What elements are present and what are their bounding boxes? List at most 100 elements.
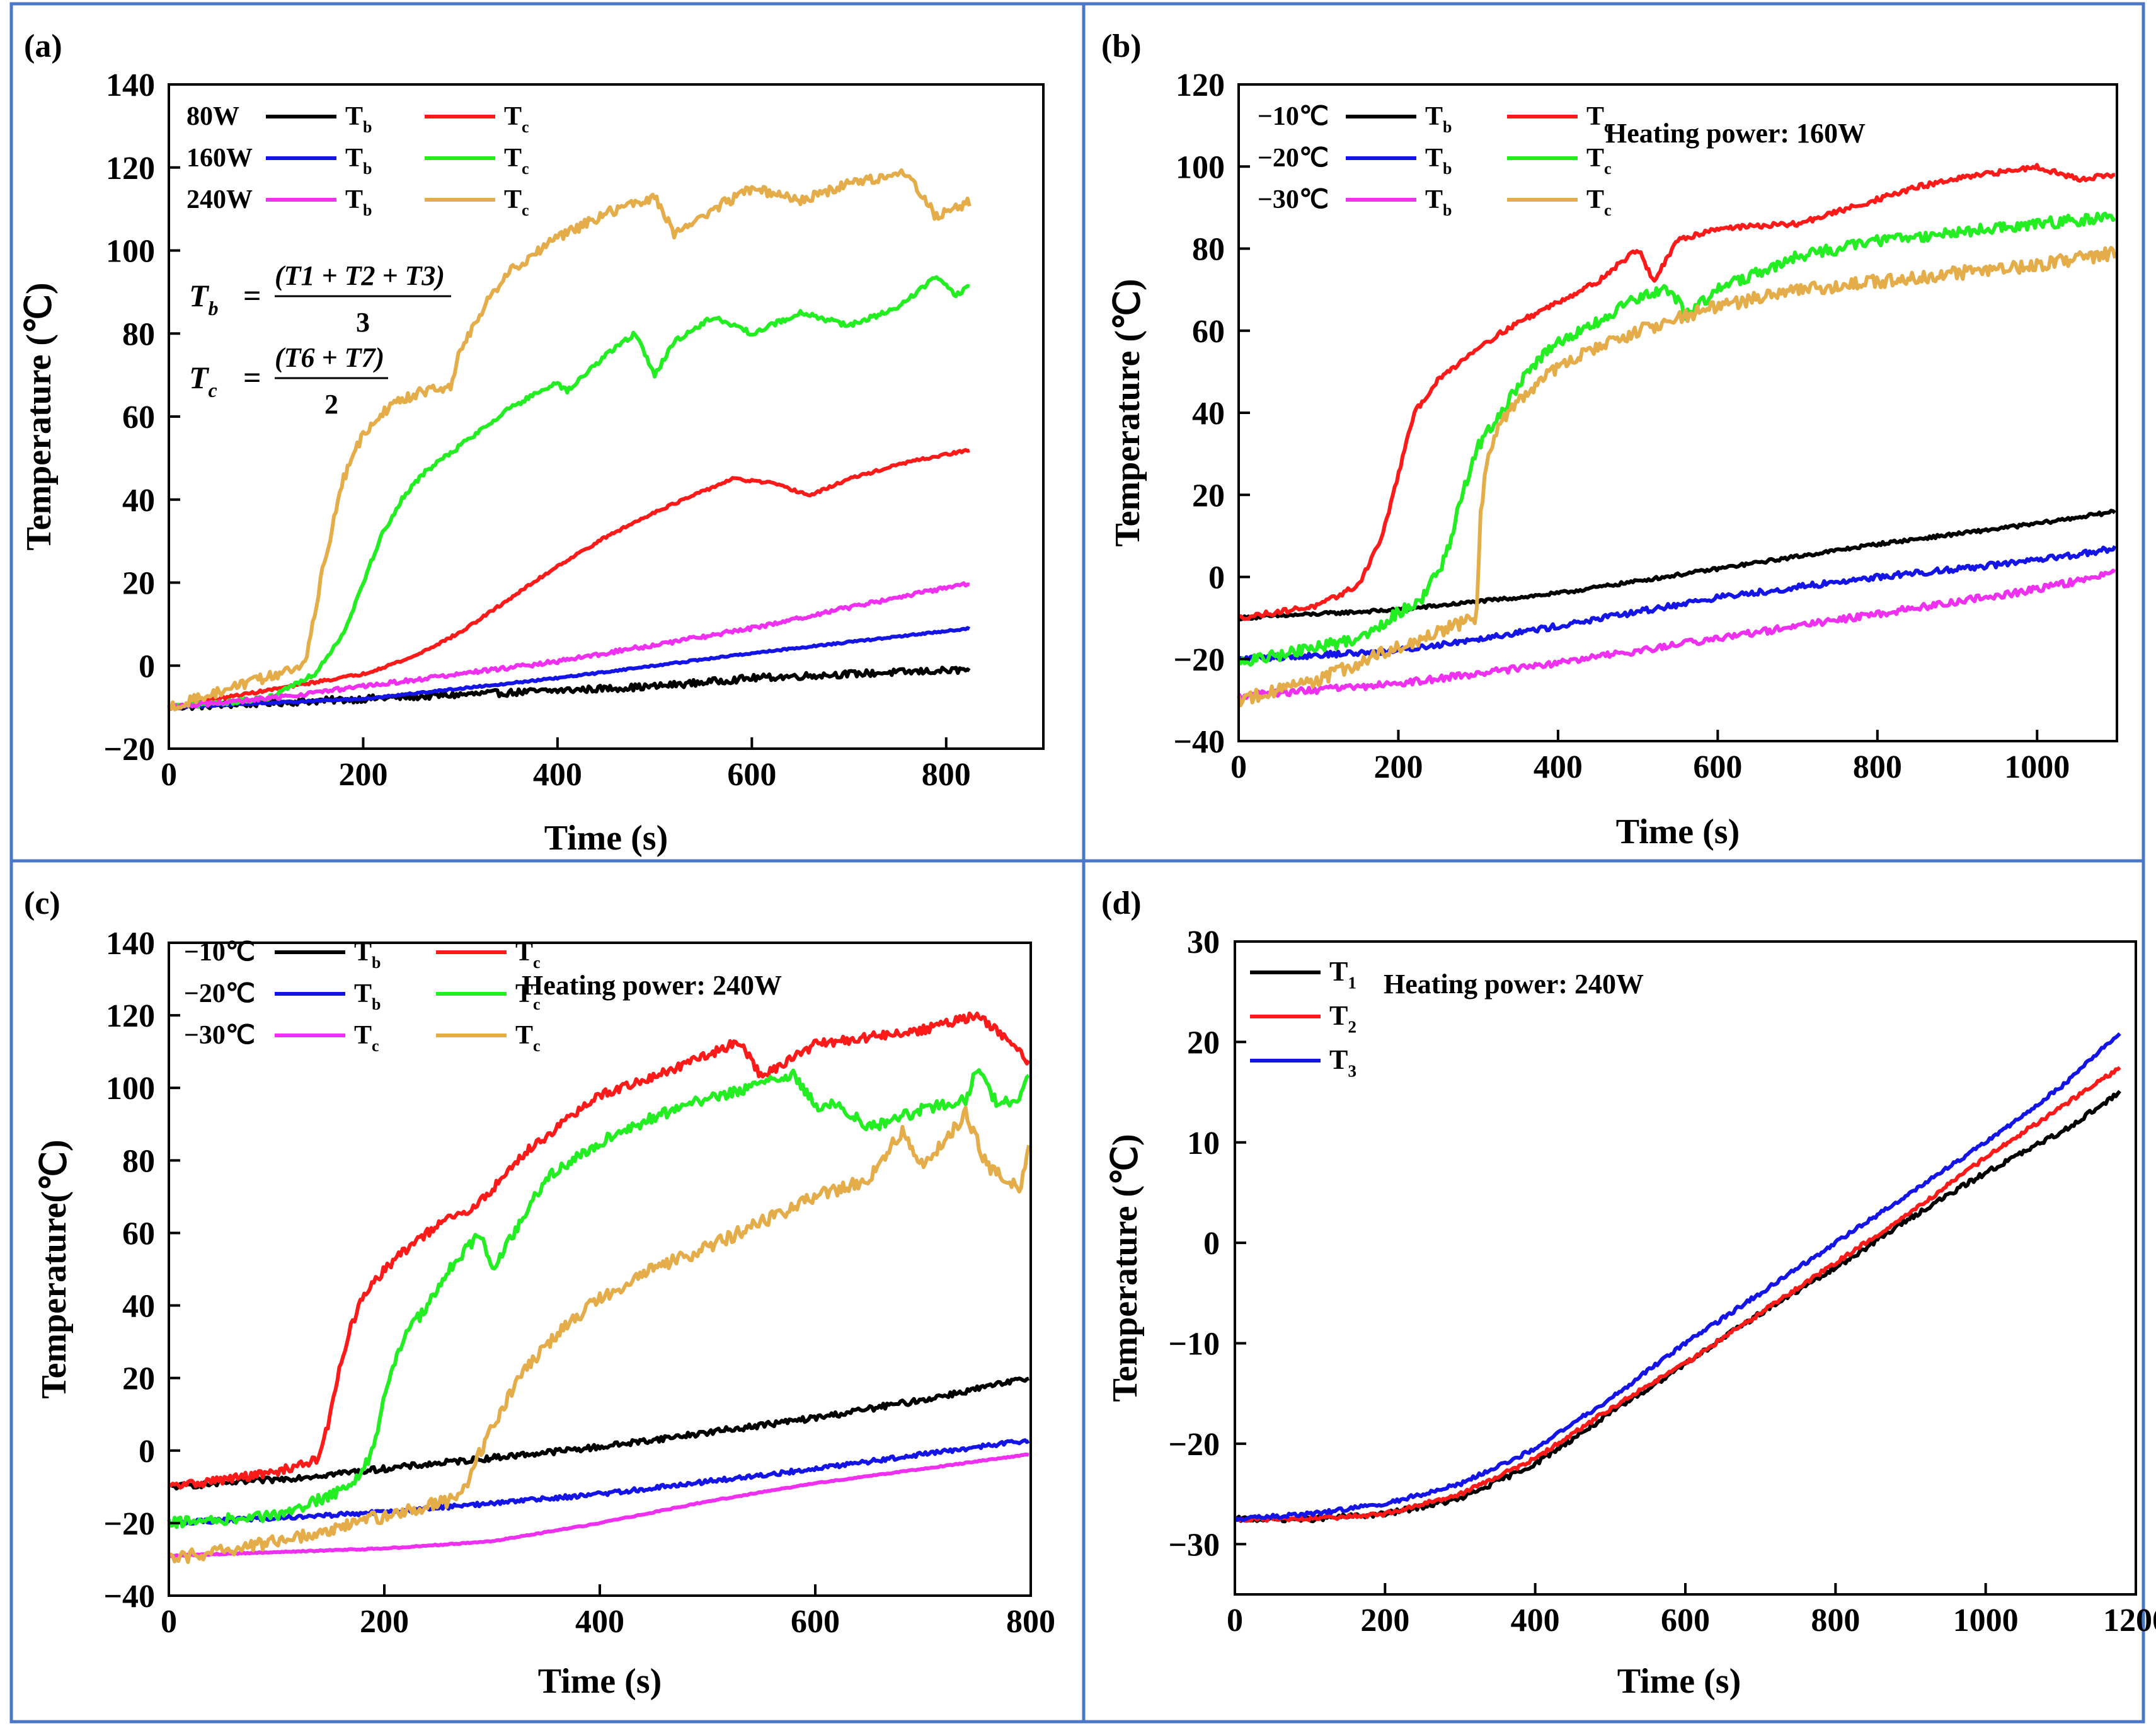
series-line xyxy=(167,168,972,711)
y-tick-label: 120 xyxy=(1176,67,1225,103)
series-line xyxy=(168,1376,1029,1491)
x-axis-title: Time (s) xyxy=(1616,812,1740,851)
series-group xyxy=(167,1011,1031,1564)
legend-entry-label: T3 xyxy=(1329,1044,1356,1080)
y-axis-title: Temperature (℃) xyxy=(1108,279,1147,546)
y-tick-label: 100 xyxy=(1176,149,1225,185)
y-tick-label: −30 xyxy=(1168,1527,1220,1563)
x-tick-label: 600 xyxy=(791,1604,840,1640)
legend-group-label: −30℃ xyxy=(1258,185,1329,214)
series-line xyxy=(168,1438,1030,1527)
x-tick-label: 800 xyxy=(1811,1603,1860,1639)
x-tick-label: 1000 xyxy=(1953,1603,2019,1639)
x-tick-label: 400 xyxy=(1511,1603,1560,1639)
frame-d xyxy=(1082,859,2145,1724)
y-tick-label: −20 xyxy=(103,732,155,768)
legend-entry-label: Tc xyxy=(1586,102,1612,136)
legend-entry-label: Tc xyxy=(1586,144,1612,178)
equation-equals: = xyxy=(243,360,261,395)
series-line xyxy=(1233,1032,2121,1523)
frame-a xyxy=(9,2,1086,863)
y-tick-label: −20 xyxy=(1173,642,1225,678)
legend-group-label: −10℃ xyxy=(1258,102,1329,131)
panel-label: (b) xyxy=(1101,28,1142,64)
legend-entry-label: Tb xyxy=(345,144,372,178)
x-tick-label: 0 xyxy=(161,757,177,793)
equation-tc: Tc = (T6 + T7) 2 xyxy=(189,342,388,420)
y-tick-label: 20 xyxy=(1187,1025,1220,1061)
y-tick-label: −20 xyxy=(1168,1427,1220,1463)
legend-entry-label: Tb xyxy=(354,979,381,1013)
series-line xyxy=(1237,246,2117,708)
y-tick-label: 30 xyxy=(1187,924,1220,960)
legend-entry-label: Tc xyxy=(504,144,529,178)
x-axis-title: Time (s) xyxy=(1617,1662,1741,1701)
series-line xyxy=(168,275,970,710)
panel-label: (a) xyxy=(24,28,62,64)
series-line xyxy=(168,626,971,710)
y-tick-label: 60 xyxy=(1192,314,1225,350)
y-tick-label: 20 xyxy=(122,1361,155,1397)
panel-frames xyxy=(9,2,2145,1724)
legend-group-label: −10℃ xyxy=(184,938,255,967)
series-line xyxy=(1237,545,2117,662)
equation-numerator: (T6 + T7) xyxy=(275,342,384,373)
series-line xyxy=(167,665,971,711)
equation-equals: = xyxy=(243,278,261,313)
legend-group-label: −30℃ xyxy=(184,1021,255,1050)
y-tick-label: 120 xyxy=(106,151,155,187)
x-tick-label: 600 xyxy=(1693,749,1742,785)
legend-entry-label: Tc xyxy=(354,1021,379,1055)
panel-label: (c) xyxy=(24,885,60,921)
plot-area xyxy=(168,83,1045,750)
y-axis-title: Temperature(℃) xyxy=(35,1139,74,1398)
equation-numerator: (T1 + T2 + T3) xyxy=(275,260,445,291)
series-line xyxy=(1234,1066,2121,1523)
panels: (a)0 200 400 600 800−20020406080100120140Tim… xyxy=(20,28,2156,1701)
equation-lhs: Tc xyxy=(189,360,217,401)
x-axis-title: Time (s) xyxy=(544,819,668,858)
legend: −10℃ Tb Tc −20℃ Tb Tc −30℃ Tc Tc xyxy=(184,938,541,1055)
y-tick-label: −20 xyxy=(103,1506,155,1542)
x-axis-title: Time (s) xyxy=(538,1662,662,1701)
x-tick-label: 0 xyxy=(1230,749,1247,785)
legend-group-label: −20℃ xyxy=(1258,144,1329,173)
x-tick-label: 800 xyxy=(1853,749,1902,785)
legend-group-label: −20℃ xyxy=(184,979,255,1008)
equation-denominator: 2 xyxy=(324,389,338,420)
legend-entry-label: Tc xyxy=(504,185,529,219)
plot-area xyxy=(168,942,1032,1597)
series-group xyxy=(1237,163,2117,708)
legend-entry-label: Tb xyxy=(354,938,381,972)
equation-denominator: 3 xyxy=(356,307,370,338)
chart-panel-a: (a)0 200 400 600 800−20020406080100120140Tim… xyxy=(20,28,1045,858)
y-tick-label: 10 xyxy=(1187,1126,1220,1161)
y-tick-label: −40 xyxy=(1173,724,1225,760)
legend: −10℃ Tb Tc −20℃ Tb Tc −30℃ Tb Tc xyxy=(1258,102,1612,219)
y-tick-label: 40 xyxy=(122,483,155,519)
y-tick-label: 20 xyxy=(122,566,155,602)
y-tick-label: 60 xyxy=(122,1216,155,1252)
y-tick-label: 20 xyxy=(1192,478,1225,514)
annotation-heating-power: Heating power: 240W xyxy=(1384,969,1644,999)
legend-entry-label: Tc xyxy=(515,938,541,972)
y-tick-label: 120 xyxy=(106,998,155,1034)
y-tick-label: 0 xyxy=(139,1434,155,1470)
x-tick-label: 200 xyxy=(1373,749,1423,785)
plot-area xyxy=(1237,83,2118,742)
legend-entry-label: Tb xyxy=(345,102,372,136)
y-tick-label: 80 xyxy=(1192,232,1225,268)
y-tick-label: 0 xyxy=(139,648,155,684)
y-tick-label: 60 xyxy=(122,400,155,435)
y-tick-label: 80 xyxy=(122,1143,155,1179)
series-group xyxy=(167,168,972,711)
y-tick-label: 140 xyxy=(106,67,155,103)
x-tick-label: 800 xyxy=(922,757,971,793)
x-tick-label: 800 xyxy=(1006,1604,1055,1640)
series-line xyxy=(1237,568,2116,701)
equation-tb: Tb = (T1 + T2 + T3) 3 xyxy=(189,260,451,338)
legend-entry-label: Tc xyxy=(504,102,529,136)
x-tick-label: 0 xyxy=(161,1604,177,1640)
legend-entry-label: Tb xyxy=(1425,185,1452,219)
